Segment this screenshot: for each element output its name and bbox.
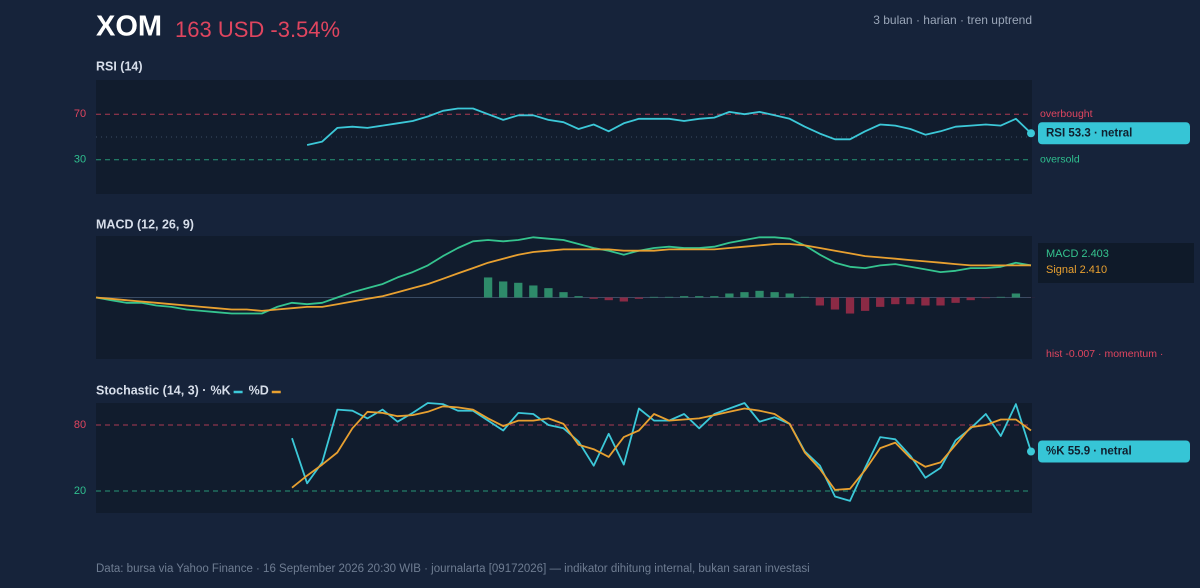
- hist-bar: [981, 297, 990, 299]
- hist-bar: [845, 297, 855, 314]
- panel-title: Stochastic (14, 3) ·: [96, 383, 206, 397]
- hist-bar: [695, 296, 704, 298]
- badge-box: [1038, 122, 1190, 145]
- hist-bar: [679, 296, 689, 298]
- hist-bar: [574, 296, 583, 298]
- series-line: [306, 107, 1032, 146]
- panel-title: MACD (12, 26, 9): [96, 217, 194, 231]
- legend-value: 2.403: [1081, 248, 1109, 260]
- footer: Data: bursa via Yahoo Finance · 16 Septe…: [96, 563, 810, 575]
- legend-label: %D: [249, 383, 269, 397]
- hist-bar: [951, 297, 960, 303]
- symbol: XOM: [96, 11, 162, 43]
- hist-bar: [815, 297, 825, 306]
- hist-bar: [936, 297, 945, 306]
- badge-text: %K 55.9 · netral: [1046, 446, 1132, 458]
- hist-bar: [634, 297, 644, 299]
- hist-bar: [544, 288, 553, 298]
- panel: [96, 403, 1032, 513]
- hist-bar: [740, 292, 749, 298]
- hist-bar: [876, 297, 885, 307]
- hist-bar: [649, 296, 659, 298]
- hist-bar: [891, 297, 900, 305]
- badge-text: RSI 53.3 · netral: [1046, 127, 1132, 139]
- hist-bar: [996, 296, 1005, 298]
- series-line: [291, 402, 1032, 502]
- end-dot: [1027, 447, 1035, 456]
- badge-box: [1038, 440, 1190, 463]
- hist-badge: -0.007 · momentum ·: [1065, 348, 1163, 360]
- hist-bar: [529, 285, 538, 298]
- series-line: [291, 405, 1032, 491]
- hist-bar: [966, 297, 975, 301]
- y-tick-label: 30: [74, 154, 86, 166]
- end-dot: [1027, 129, 1035, 138]
- hist-bar: [830, 297, 840, 310]
- legend-name: Signal: [1046, 264, 1077, 276]
- legend-value: 2.410: [1080, 264, 1108, 276]
- y-tick-label: 80: [74, 419, 86, 431]
- hist-bar: [860, 297, 870, 311]
- legend-box: [1038, 243, 1194, 283]
- hist-bar: [921, 297, 930, 306]
- hist-bar: [710, 296, 719, 298]
- hist-bar: [604, 297, 613, 301]
- quote: 163 USD -3.54%: [175, 17, 340, 42]
- hist-bar: [770, 292, 779, 298]
- y-tick-label: 70: [74, 108, 86, 120]
- panel-title: RSI (14): [96, 59, 143, 73]
- level-label: overbought: [1040, 108, 1093, 120]
- level-label: oversold: [1040, 154, 1080, 166]
- hist-bar: [664, 296, 674, 298]
- hist-bar: [559, 292, 568, 298]
- hist-bar: [589, 297, 598, 299]
- meta: 3 bulan · harian · tren uptrend: [873, 13, 1032, 27]
- hist-bar: [906, 297, 915, 305]
- y-tick-label: 20: [74, 485, 86, 497]
- series-line: [95, 243, 1032, 312]
- hist-bar: [800, 296, 809, 298]
- hist-bar: [1011, 293, 1021, 298]
- legend-label: %K: [210, 383, 230, 397]
- legend-name: MACD: [1046, 248, 1078, 260]
- hist-bar: [514, 282, 523, 298]
- hist-bar: [483, 277, 493, 298]
- hist-name: hist: [1046, 348, 1062, 360]
- hist-bar: [499, 281, 508, 298]
- series-line: [95, 236, 1032, 315]
- hist-bar: [785, 293, 794, 298]
- hist-bar: [619, 297, 628, 302]
- hist-bar: [755, 290, 764, 298]
- hist-bar: [725, 293, 734, 298]
